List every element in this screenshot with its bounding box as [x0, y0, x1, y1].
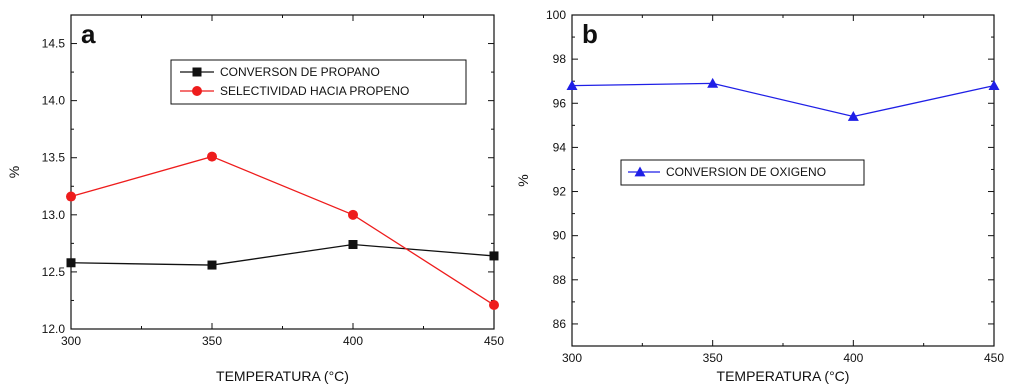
data-point-square — [348, 240, 358, 250]
y-ticks: 12.0 12.5 13.0 13.5 14.0 14.5 — [42, 37, 494, 336]
x-ticks: 300 350 400 450 — [562, 15, 1004, 365]
y-tick-label: 92 — [553, 185, 567, 199]
y-tick-label: 88 — [553, 273, 567, 287]
series-line — [571, 82, 995, 118]
data-point-triangle — [847, 111, 859, 121]
series-1 — [66, 240, 499, 270]
y-tick-label: 96 — [553, 96, 567, 110]
legend-marker-triangle — [634, 166, 646, 177]
panel-label: a — [81, 19, 96, 49]
data-point-circle — [66, 191, 76, 202]
legend-box — [620, 159, 865, 186]
y-tick-label: 90 — [553, 229, 567, 243]
x-ticks: 300 350 400 450 — [61, 15, 504, 348]
x-tick-label: 400 — [843, 351, 863, 365]
y-axis-label: % — [6, 166, 22, 178]
series-group — [66, 151, 499, 311]
y-tick-label: 14.0 — [42, 94, 66, 108]
y-tick-label: 94 — [553, 140, 567, 154]
data-point-triangle — [707, 77, 719, 88]
x-tick-label: 450 — [484, 334, 504, 348]
data-point-triangle — [566, 80, 578, 91]
series-2 — [66, 151, 499, 311]
chart-panel-b: 86 88 90 92 94 96 98 100 300 350 400 450 b TEMPERA… — [515, 8, 1004, 384]
legend-label: CONVERSION DE OXIGENO — [666, 165, 826, 179]
y-tick-label: 100 — [546, 8, 566, 22]
y-tick-label: 13.0 — [42, 208, 66, 222]
x-axis-label: TEMPERATURA (°C) — [216, 368, 349, 384]
y-tick-label: 13.5 — [42, 151, 66, 165]
legend-label: CONVERSON DE PROPANO — [220, 65, 380, 79]
legend-box — [170, 59, 467, 105]
data-point-circle — [348, 209, 358, 220]
series-1 — [566, 77, 1000, 121]
legend-label: SELECTIVIDAD HACIA PROPENO — [220, 84, 409, 98]
data-point-square — [207, 260, 217, 270]
x-tick-label: 350 — [703, 351, 723, 365]
x-tick-label: 350 — [202, 334, 222, 348]
x-tick-label: 400 — [343, 334, 363, 348]
panel-label: b — [582, 19, 598, 49]
y-tick-label: 98 — [553, 52, 567, 66]
legend: CONVERSON DE PROPANO SELECTIVIDAD HACIA … — [170, 59, 467, 105]
legend-marker-square — [192, 67, 202, 77]
x-tick-label: 300 — [61, 334, 81, 348]
x-tick-label: 300 — [562, 351, 582, 365]
series-group — [566, 77, 1000, 121]
data-point-circle — [207, 151, 217, 162]
y-tick-label: 12.5 — [42, 265, 66, 279]
data-point-square — [66, 258, 76, 268]
data-point-square — [489, 251, 499, 261]
series-line — [70, 155, 495, 306]
y-tick-label: 12.0 — [42, 322, 66, 336]
series-line — [70, 243, 495, 266]
data-point-triangle — [988, 80, 1000, 91]
x-tick-label: 450 — [984, 351, 1004, 365]
x-axis-label: TEMPERATURA (°C) — [717, 368, 850, 384]
y-axis-label: % — [515, 174, 531, 186]
legend-marker-circle — [192, 86, 202, 96]
y-tick-label: 86 — [553, 317, 567, 331]
chart-panel-a: 12.012.513.013.514.014.5 300 350 400 450 a … — [6, 14, 504, 384]
y-ticks: 86 88 90 92 94 96 98 100 — [546, 8, 994, 331]
y-tick-label: 14.5 — [42, 37, 66, 51]
legend: CONVERSION DE OXIGENO — [620, 159, 865, 186]
data-point-circle — [489, 300, 499, 311]
